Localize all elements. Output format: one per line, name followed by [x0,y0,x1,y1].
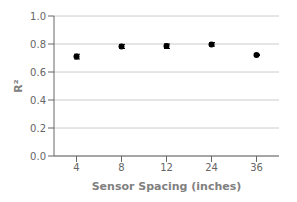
svg-text:24: 24 [205,162,218,173]
svg-text:0.4: 0.4 [30,95,46,106]
svg-text:0.2: 0.2 [30,123,46,134]
svg-text:0.8: 0.8 [30,39,46,50]
svg-text:12: 12 [160,162,173,173]
svg-text:8: 8 [118,162,124,173]
svg-text:36: 36 [250,162,263,173]
svg-text:R²: R² [12,79,25,92]
svg-text:Sensor Spacing (inches): Sensor Spacing (inches) [92,180,242,193]
svg-text:0.6: 0.6 [30,67,46,78]
svg-text:0.0: 0.0 [30,151,46,162]
svg-text:1.0: 1.0 [30,11,46,22]
svg-text:4: 4 [73,162,79,173]
